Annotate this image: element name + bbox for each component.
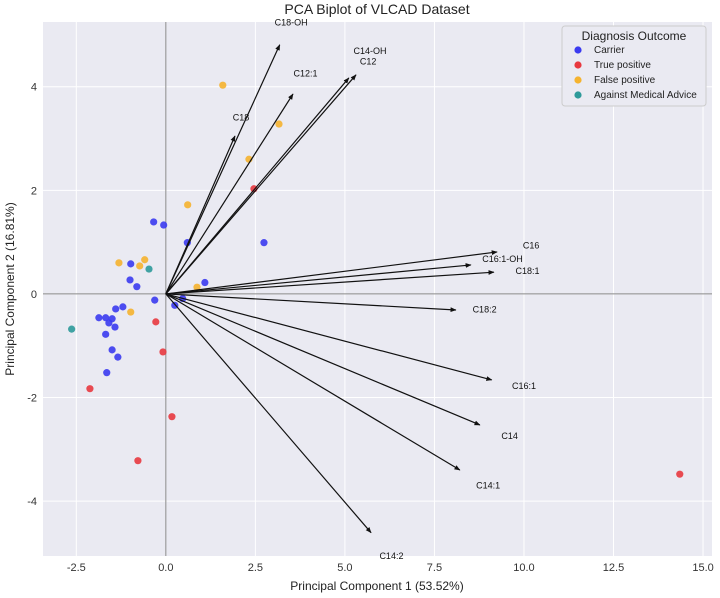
x-tick-label: 0.0 — [158, 562, 173, 574]
point-carrier — [102, 330, 110, 338]
x-tick-label: -2.5 — [67, 562, 86, 574]
loading-arrow — [165, 293, 461, 471]
point-false-positive — [184, 201, 192, 209]
point-carrier — [260, 239, 268, 247]
point-true-positive — [676, 470, 684, 478]
loading-label: C14 — [501, 431, 518, 441]
loading-arrow — [165, 270, 495, 295]
y-tick-label: -4 — [27, 496, 37, 508]
loading-label: C12 — [360, 56, 377, 66]
x-tick-label: 15.0 — [692, 562, 713, 574]
chart-title: PCA Biplot of VLCAD Dataset — [284, 1, 469, 17]
y-axis-label: Principal Component 2 (16.81%) — [3, 202, 17, 375]
x-tick-label: 7.5 — [427, 562, 442, 574]
loading-label: C16 — [523, 240, 540, 250]
loading-label: C16:1-OH — [482, 254, 523, 264]
point-carrier — [126, 276, 134, 284]
x-axis-label: Principal Component 1 (53.52%) — [290, 579, 463, 593]
point-false-positive — [275, 120, 283, 128]
legend-marker — [574, 61, 582, 69]
loading-label: C14-OH — [353, 46, 386, 56]
x-tick-label: 5.0 — [337, 562, 352, 574]
point-true-positive — [86, 385, 94, 393]
legend-marker — [574, 76, 582, 84]
point-carrier — [160, 221, 168, 229]
point-carrier — [114, 353, 122, 361]
point-carrier — [102, 314, 110, 322]
point-carrier — [103, 369, 111, 377]
point-true-positive — [159, 348, 167, 356]
point-carrier — [95, 314, 103, 322]
point-false-positive — [219, 81, 227, 89]
point-false-positive — [193, 283, 201, 291]
point-carrier — [111, 323, 119, 331]
point-false-positive — [127, 308, 135, 316]
loading-arrow — [165, 293, 493, 381]
loading-label: C18-OH — [275, 17, 308, 27]
point-carrier — [108, 346, 116, 354]
point-carrier — [105, 319, 113, 327]
x-tick-label: 2.5 — [248, 562, 263, 574]
loading-arrow — [165, 135, 236, 295]
legend-entry: False positive — [594, 75, 656, 86]
point-against-medical-advice — [68, 325, 76, 333]
loading-label: C16:1 — [512, 381, 536, 391]
x-tick-label: 12.5 — [603, 562, 624, 574]
loading-arrow — [165, 293, 457, 313]
point-false-positive — [115, 259, 123, 267]
point-carrier — [151, 296, 159, 304]
x-tick-label: 10.0 — [513, 562, 534, 574]
legend-marker — [574, 91, 582, 99]
loading-arrow — [165, 263, 472, 295]
loading-arrow — [165, 93, 294, 295]
point-false-positive — [141, 256, 149, 264]
legend-entry: Against Medical Advice — [594, 90, 697, 101]
point-false-positive — [136, 262, 144, 270]
y-tick-label: 0 — [31, 289, 37, 301]
plot-background — [43, 22, 712, 556]
point-carrier — [201, 278, 209, 287]
point-carrier — [133, 283, 141, 291]
legend: Diagnosis Outcome Carrier True positive Fal… — [561, 25, 707, 107]
loading-arrow — [165, 293, 372, 534]
loading-label: C14:2 — [379, 551, 403, 561]
point-carrier — [127, 260, 135, 268]
point-true-positive — [168, 413, 176, 421]
legend-entry: Carrier — [594, 45, 625, 56]
loading-label: C12:1 — [293, 68, 317, 78]
point-carrier — [112, 305, 120, 313]
y-tick-label: -2 — [27, 393, 37, 405]
legend-box — [561, 25, 707, 107]
legend-entry: True positive — [594, 60, 651, 71]
legend-title: Diagnosis Outcome — [582, 29, 687, 43]
y-tick-label: 2 — [31, 185, 37, 197]
point-true-positive — [152, 318, 160, 326]
loading-arrow — [165, 293, 481, 426]
loading-arrow — [165, 44, 281, 295]
loading-label: C18 — [233, 112, 250, 122]
y-tick-label: 4 — [31, 82, 37, 94]
legend-marker — [574, 46, 582, 54]
loading-arrow — [165, 250, 498, 295]
loading-arrow — [165, 77, 350, 295]
loading-label: C14:1 — [476, 481, 500, 491]
point-true-positive — [134, 457, 142, 465]
point-against-medical-advice — [145, 265, 153, 273]
point-carrier — [119, 303, 127, 311]
loading-label: C18:2 — [473, 305, 497, 315]
loading-label: C18:1 — [516, 266, 540, 276]
point-carrier — [150, 218, 158, 226]
